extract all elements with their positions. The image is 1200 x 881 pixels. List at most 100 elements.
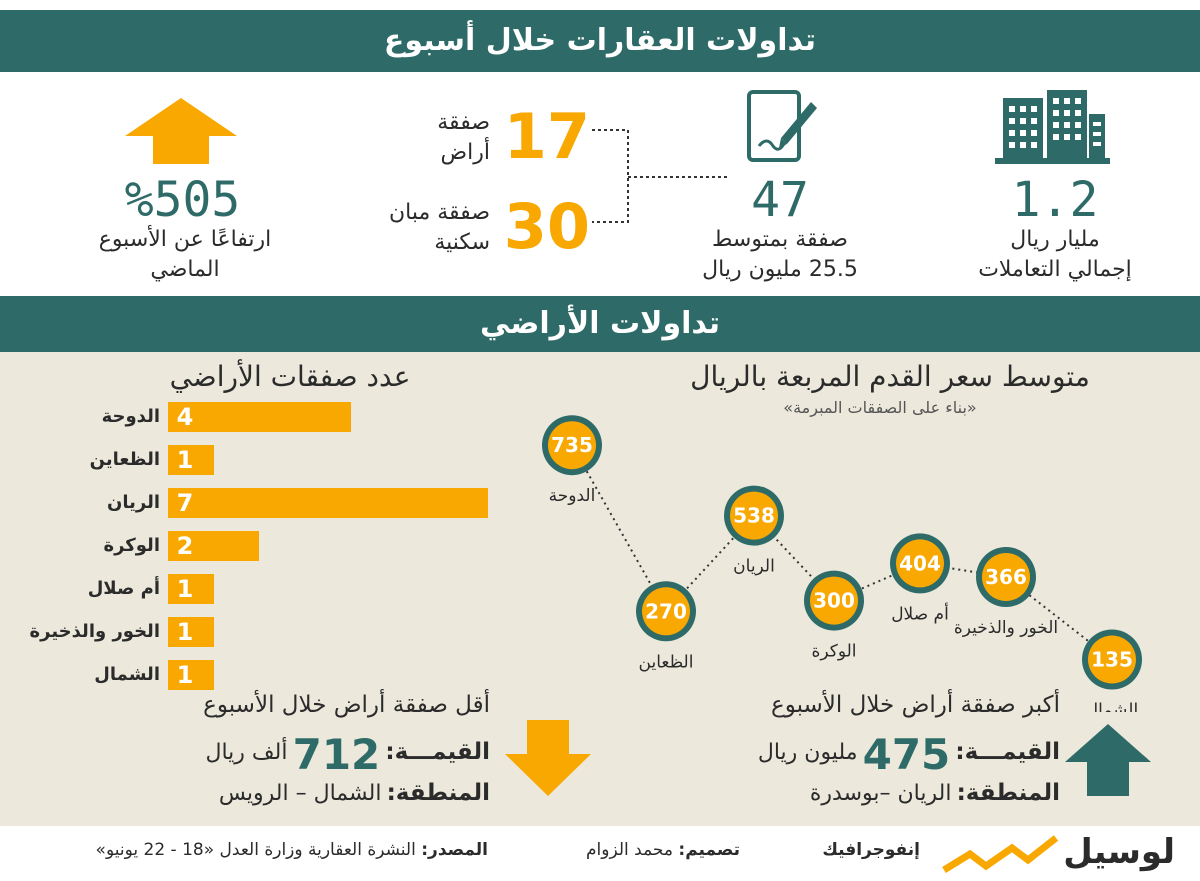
bar [168, 574, 214, 604]
bar-row: الدوحة 4 [0, 402, 520, 432]
stat-deals-label: صفقة بمتوسط [712, 227, 848, 252]
line-category-label: الخور والذخيرة [954, 618, 1058, 638]
bar-value-label: 1 [176, 661, 194, 689]
line-point-value: 366 [985, 565, 1027, 589]
footer-infographic: إنفوجرافيك [822, 840, 920, 860]
max-deal-unit: مليون ريال [757, 740, 858, 765]
line-chart-title: متوسط سعر القدم المربعة بالريال [690, 360, 1090, 393]
bar-category-label: الريان [106, 492, 160, 513]
top-stats: 1.2 مليار ريال إجمالي التعاملات 47 صفقة … [0, 72, 1200, 296]
line-point: 538 الريان [724, 485, 784, 577]
line-point-value: 404 [899, 551, 941, 575]
max-deal-title: أكبر صفقة أراض خلال الأسبوع [770, 692, 1060, 718]
header-title: تداولات العقارات خلال أسبوع [0, 10, 1200, 72]
stat-total-label: إجمالي التعاملات [978, 257, 1132, 282]
min-deal-region-row: المنطقة: الشمال – الرويس [150, 780, 490, 806]
footer-source-label: المصدر: [421, 840, 488, 860]
bar-row: الشمال 1 [0, 660, 520, 690]
line-category-label: الشمال [1086, 701, 1138, 713]
line-point-value: 270 [645, 599, 687, 623]
line-point-marker [896, 539, 944, 588]
change-label-2: الماضي [150, 257, 220, 282]
line-point: 135 الشمال [1082, 629, 1142, 713]
bar [168, 617, 214, 647]
max-deal-value-row: القيمـــة: 475 مليون ريال [700, 730, 1060, 779]
min-deal-value-row: القيمـــة: 712 ألف ريال [150, 730, 490, 779]
bar-chart-title: عدد صفقات الأراضي [169, 360, 411, 393]
bar-row: الريان 7 [0, 488, 520, 518]
footer-design-label: تصميم: [678, 840, 740, 860]
line-point-value: 300 [813, 589, 855, 613]
bar-category-label: أم صلال [87, 578, 160, 599]
min-deal-unit: ألف ريال [205, 740, 288, 765]
bar-value-label: 1 [176, 446, 194, 474]
bar-value-label: 7 [176, 489, 194, 517]
bar-row: الخور والذخيرة 1 [0, 617, 520, 647]
land-section: عدد صفقات الأراضي الدوحة 4 الظعاين 1 الريان 7… [0, 352, 1200, 826]
bar [168, 402, 351, 432]
line-point-marker [730, 491, 778, 540]
min-deal-region-label: المنطقة: [386, 780, 490, 806]
land-deals-value: 17 [503, 100, 590, 173]
line-point-value: 135 [1091, 648, 1133, 672]
bar-value-label: 4 [176, 403, 194, 431]
max-deal-value-label: القيمـــة: [955, 739, 1060, 765]
line-chart-subtitle: «بناء على الصفقات المبرمة» [783, 398, 977, 417]
bar [168, 660, 214, 690]
bar-row: الوكرة 2 [0, 531, 520, 561]
bar-value-label: 2 [176, 532, 194, 560]
residential-deals-label: صفقة مبان [388, 200, 490, 225]
footer-design: تصميم: محمد الزوام [520, 840, 740, 860]
arrow-up-icon [1065, 724, 1151, 796]
stat-deals-average: 25.5 مليون ريال [702, 257, 858, 282]
footer-source: المصدر: النشرة العقارية وزارة العدل «18 … [48, 840, 488, 860]
bar [168, 531, 260, 561]
line-point-value: 735 [551, 433, 593, 457]
stat-deals-value: 47 [751, 172, 809, 228]
line-point: 735 الدوحة [542, 415, 602, 506]
change-label: ارتفاعًا عن الأسبوع [98, 227, 272, 252]
bar-value-label: 1 [176, 575, 194, 603]
line-category-label: أم صلال [891, 602, 949, 624]
arrow-down-icon [505, 720, 591, 796]
line-point: 270 الظعاين [636, 581, 696, 672]
line-point-marker [810, 576, 858, 625]
change-percent: %505 [124, 172, 241, 228]
max-deal-region: الريان –بوسدرة [809, 781, 952, 806]
arrow-up-icon [125, 98, 237, 164]
line-point-value: 538 [733, 504, 775, 528]
line-category-label: الوكرة [811, 642, 856, 662]
residential-deals-type: سكنية [434, 230, 490, 255]
line-point: 404 أم صلال [890, 533, 950, 624]
line-category-label: الدوحة [549, 486, 596, 506]
min-deal-value-label: القيمـــة: [385, 739, 490, 765]
logo: لوسيل [1063, 832, 1175, 872]
bar-category-label: الوكرة [103, 535, 160, 556]
max-deal-region-label: المنطقة: [956, 780, 1060, 806]
buildings-icon [995, 90, 1110, 164]
min-deal-title: أقل صفقة أراض خلال الأسبوع [203, 692, 490, 718]
land-deals-type: أراض [440, 140, 490, 165]
residential-deals-value: 30 [503, 190, 590, 263]
section-title: تداولات الأراضي [0, 296, 1200, 352]
line-point-marker [982, 553, 1030, 601]
stat-total-unit: مليار ريال [1010, 227, 1100, 252]
stat-total-value: 1.2 [1011, 172, 1099, 228]
line-chart: 735 الدوحة 270 الظعاين 538 الريان 300 الوكرة 404… [542, 415, 1142, 713]
bracket-connector [592, 129, 728, 223]
footer: المصدر: النشرة العقارية وزارة العدل «18 … [0, 826, 1200, 881]
bar [168, 445, 214, 475]
footer-designer: محمد الزوام [586, 840, 673, 860]
bar-row: أم صلال 1 [0, 574, 520, 604]
max-deal-region-row: المنطقة: الريان –بوسدرة [700, 780, 1060, 806]
bar-category-label: الدوحة [101, 406, 160, 427]
bar-category-label: الشمال [94, 664, 160, 685]
contract-pen-icon [747, 90, 817, 162]
line-point-marker [642, 587, 690, 636]
bar-category-label: الخور والذخيرة [29, 621, 160, 642]
line-point-marker [1088, 635, 1136, 684]
line-point: 300 الوكرة [804, 570, 864, 662]
line-category-label: الريان [733, 557, 775, 577]
bar-category-label: الظعاين [89, 449, 160, 470]
line-point-marker [548, 421, 596, 470]
